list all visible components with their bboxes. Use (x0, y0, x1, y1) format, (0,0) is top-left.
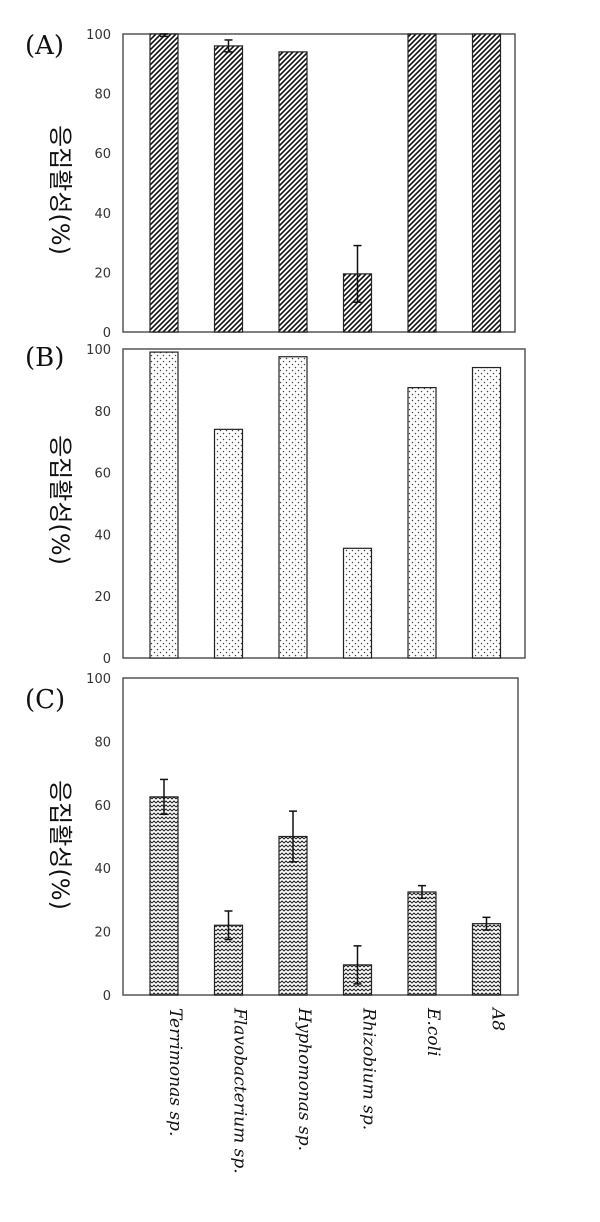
plot-frame (123, 34, 515, 332)
category-label: Hyphomonas sp. (294, 1007, 314, 1151)
panel-label: (A) (25, 31, 64, 61)
category-labels: Terrimonas sp. Flavobacterium sp. Hyphomon… (165, 1006, 508, 1174)
bar-5 (408, 34, 436, 332)
y-tick-label: 100 (86, 672, 111, 687)
y-axis-label: 응집활성(%) (46, 125, 74, 255)
panel-c: 0 20 40 60 80 100 (C) 응집활성(%) (25, 672, 518, 1004)
y-tick-label: 40 (94, 528, 111, 543)
y-tick-label: 20 (94, 266, 111, 281)
y-tick-label: 20 (94, 590, 111, 605)
panel-label: (B) (25, 343, 64, 373)
bar-2 (215, 429, 243, 658)
category-label: Terrimonas sp. (165, 1008, 185, 1136)
bar-4 (344, 548, 372, 658)
bar-6 (473, 924, 501, 995)
category-label: E.coli (423, 1007, 443, 1056)
y-tick-label: 100 (86, 28, 111, 43)
y-tick-label: 40 (94, 207, 111, 222)
bar-6 (473, 34, 501, 332)
category-label: A8 (488, 1006, 508, 1031)
y-tick-label: 0 (103, 652, 111, 667)
y-axis-label: 응집활성(%) (46, 435, 74, 565)
bar-2 (215, 46, 243, 332)
panel-a: 0 20 40 60 80 100 (A) 응집활성(%) (25, 28, 515, 341)
y-tick-label: 0 (103, 989, 111, 1004)
y-tick-label: 20 (94, 926, 111, 941)
bar-5 (408, 388, 436, 658)
plot-frame (123, 678, 518, 995)
y-tick-label: 100 (86, 343, 111, 358)
y-axis-label: 응집활성(%) (46, 780, 74, 910)
bar-1 (150, 34, 178, 332)
y-tick-label: 60 (94, 799, 111, 814)
bar-3 (279, 52, 307, 332)
panel-label: (C) (25, 685, 65, 715)
bar-5 (408, 892, 436, 995)
y-tick-label: 80 (94, 735, 111, 750)
bar-3 (279, 357, 307, 658)
y-tick-label: 80 (94, 405, 111, 420)
y-tick-label: 60 (94, 467, 111, 482)
category-label: Flavobacterium sp. (230, 1007, 250, 1174)
y-tick-label: 60 (94, 147, 111, 162)
bar-1 (150, 797, 178, 995)
y-tick-label: 40 (94, 862, 111, 877)
category-label: Rhizobium sp. (359, 1007, 379, 1130)
panel-b: 0 20 40 60 80 100 (B) 응집활성(%) (25, 343, 525, 667)
bar-6 (473, 368, 501, 658)
plot-frame (123, 349, 525, 658)
y-tick-label: 0 (103, 326, 111, 341)
bar-1 (150, 352, 178, 658)
y-tick-label: 80 (94, 88, 111, 103)
